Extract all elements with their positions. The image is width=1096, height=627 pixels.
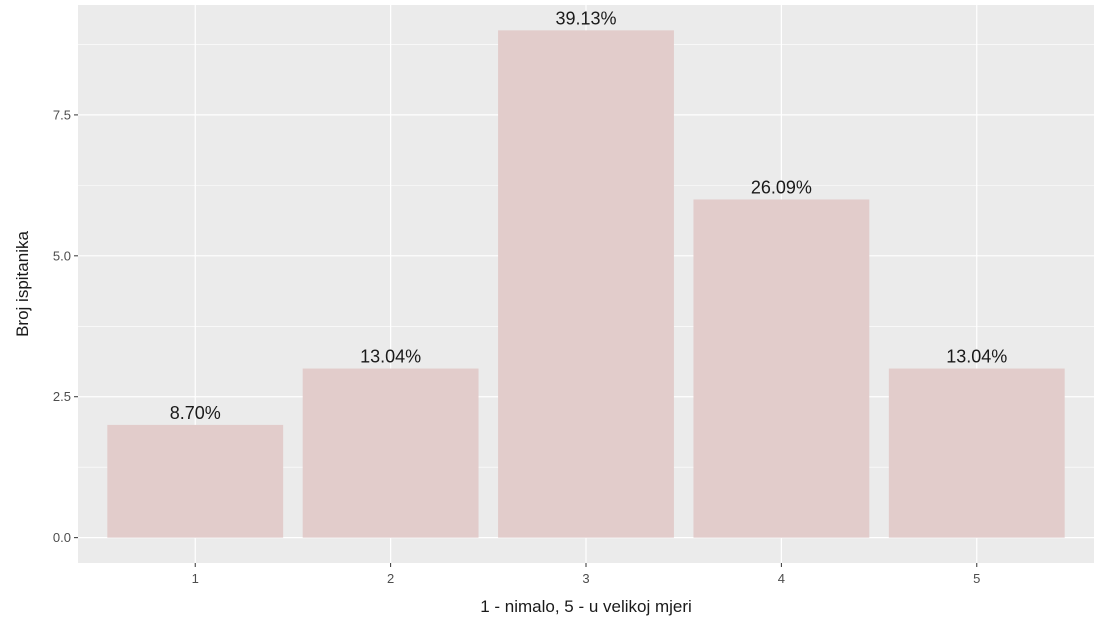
y-tick-label: 0.0 [53,530,71,545]
bar-data-label: 13.04% [360,347,421,367]
bar-data-label: 13.04% [946,347,1007,367]
x-axis: 1 2 3 4 5 [192,563,980,586]
bar-data-label: 26.09% [751,177,812,197]
x-tick-label: 3 [582,571,589,586]
x-tick-label: 1 [192,571,199,586]
bar [693,199,870,538]
y-axis-title: Broj ispitanika [13,231,32,337]
x-axis-title: 1 - nimalo, 5 - u velikoj mjeri [480,597,692,616]
bar-data-label: 8.70% [170,403,221,423]
bar [888,368,1065,538]
y-tick-label: 5.0 [53,248,71,263]
bar [107,424,284,538]
bars [107,30,1065,538]
bar [498,30,674,538]
x-tick-label: 5 [973,571,980,586]
x-tick-label: 2 [387,571,394,586]
x-tick-label: 4 [778,571,785,586]
bar [302,368,479,538]
data-labels: 8.70% 13.04% 39.13% 26.09% 13.04% [170,8,1008,423]
y-tick-label: 7.5 [53,107,71,122]
y-axis: 0.0 2.5 5.0 7.5 [53,107,78,545]
y-tick-label: 2.5 [53,389,71,404]
bar-data-label: 39.13% [555,8,616,28]
